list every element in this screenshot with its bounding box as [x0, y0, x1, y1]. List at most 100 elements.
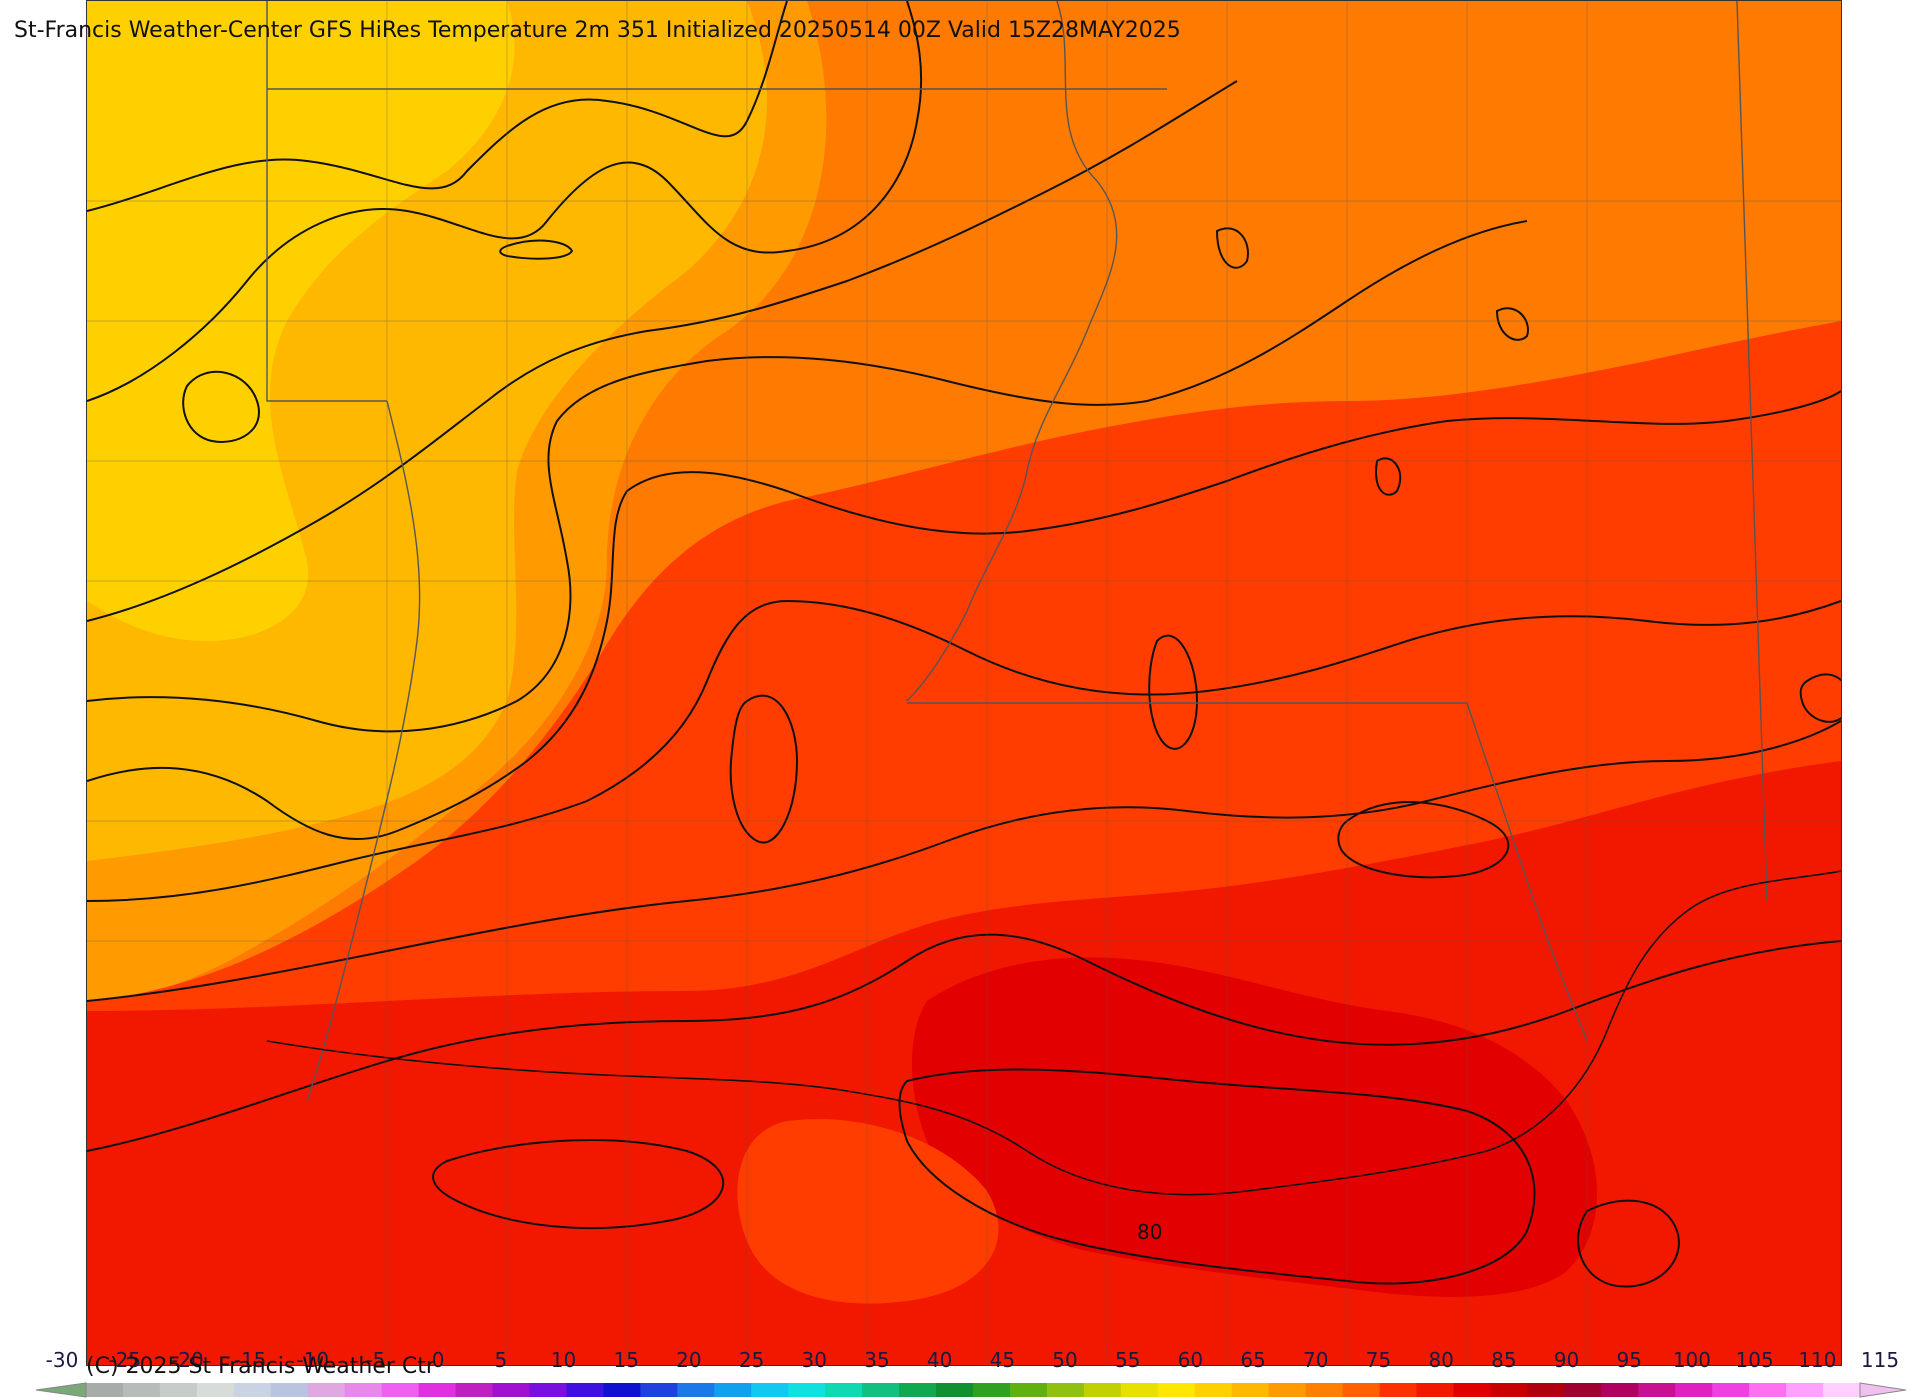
river-border [1466, 702, 1588, 1042]
isotherm-line [87, 599, 1841, 902]
isotherm-line [87, 390, 1841, 840]
colorbar-swatch [122, 1383, 161, 1397]
colorbar-swatch [1675, 1383, 1713, 1397]
colorbar-swatch [1453, 1383, 1491, 1397]
colorbar-swatch [603, 1383, 641, 1397]
colorbar-tick-label: 95 [1616, 1348, 1642, 1372]
colorbar-swatch [1083, 1383, 1122, 1397]
isotherm-line [729, 694, 799, 844]
colorbar-tick-label: -15 [233, 1348, 267, 1372]
colorbar-swatch [973, 1383, 1011, 1397]
colorbar-swatch [418, 1383, 457, 1397]
colorbar-swatch [1712, 1383, 1750, 1397]
colorbar-swatch [307, 1383, 346, 1397]
colorbar-tick-label: -20 [171, 1348, 204, 1372]
colorbar-swatch [344, 1383, 383, 1397]
colorbar-swatch [1823, 1383, 1861, 1397]
isotherm-line [87, 220, 1528, 733]
colorbar-tick-label: 60 [1177, 1348, 1204, 1372]
colorbar-swatch [825, 1383, 863, 1397]
river-border [906, 1, 1118, 702]
river-border [306, 400, 421, 1102]
temperature-map[interactable]: 80 [86, 0, 1842, 1366]
colorbar-swatch [1231, 1383, 1270, 1397]
state-border [1736, 1, 1768, 902]
county-grid [386, 1, 1588, 1365]
colorbar-swatch [492, 1383, 530, 1397]
colorbar-swatch [1379, 1383, 1417, 1397]
colorbar-swatch [640, 1383, 678, 1397]
colorbar-tick-label: 70 [1303, 1348, 1329, 1372]
colorbar-tick-label: 90 [1553, 1348, 1580, 1372]
colorbar-tick-label: 115 [1860, 1348, 1900, 1372]
colorbar-swatch [455, 1383, 494, 1397]
temperature-map-canvas: 80 [87, 1, 1841, 1365]
colorbar-tick-label: -5 [365, 1348, 386, 1372]
colorbar-tick-label: -30 [45, 1348, 79, 1372]
isotherm-line [87, 80, 1238, 622]
state-borders [266, 1, 1768, 1102]
contour-label-80: 80 [1137, 1220, 1162, 1244]
colorbar-swatch [1120, 1383, 1159, 1397]
colorbar-tick-label: 0 [431, 1348, 445, 1372]
colorbar-swatch [751, 1383, 789, 1397]
isotherm-line [1148, 634, 1199, 750]
colorbar-tick-label: 5 [494, 1348, 508, 1372]
colorbar-tick-label: 40 [926, 1348, 953, 1372]
colorbar-tick-label: 100 [1672, 1348, 1712, 1372]
isotherm-line [87, 933, 1841, 1152]
isotherm-contours [87, 1, 1841, 1288]
colorbar-tick-label: 15 [613, 1348, 639, 1372]
colorbar-tick-label: 75 [1365, 1348, 1392, 1372]
colorbar-tick-label: -10 [296, 1348, 330, 1372]
colorbar-swatch [1564, 1383, 1602, 1397]
colorbar-swatch [1638, 1383, 1676, 1397]
colorbar-swatch [1749, 1383, 1787, 1397]
isotherm-line [1495, 307, 1529, 341]
colorbar-swatch [196, 1383, 235, 1397]
isotherm-line [182, 370, 260, 443]
colorbar-tick-label: 30 [801, 1348, 827, 1372]
colorbar-swatch [788, 1383, 826, 1397]
colorbar-tick-label: 10 [550, 1348, 577, 1372]
isotherm-line [432, 1139, 725, 1230]
colorbar-swatch [1342, 1383, 1381, 1397]
colorbar-tick-label: 45 [989, 1348, 1016, 1372]
colorbar-tick-label: 20 [676, 1348, 702, 1372]
copyright-text: (C) 2025 St Francis Weather Ctr [86, 1354, 435, 1379]
colorbar-tick-label: 105 [1735, 1348, 1774, 1372]
colorbar-swatch [1527, 1383, 1565, 1397]
colorbar-labels: -30 -25 -20 -15 -10 -5 0 5 10 15 20 25 30 35 40 45 50 55 6… [0, 1348, 1920, 1378]
colorbar-swatch [1786, 1383, 1824, 1397]
colorbar-swatch [1601, 1383, 1639, 1397]
state-border [266, 1, 387, 402]
map-title: St-Francis Weather-Center GFS HiRes Temp… [14, 18, 1181, 43]
colorbar-tick-label: 35 [864, 1348, 890, 1372]
colorbar-swatch [566, 1383, 604, 1397]
colorbar-tick-label: 85 [1491, 1348, 1517, 1372]
colorbar-swatch [159, 1383, 198, 1397]
isotherm-line [898, 1068, 1536, 1285]
colorbar-swatch [1305, 1383, 1344, 1397]
colorbar-swatch [1046, 1383, 1085, 1397]
county-grid [87, 200, 1841, 942]
colorbar-swatch [899, 1383, 937, 1397]
colorbar-swatch [1490, 1383, 1528, 1397]
colorbar-tick-label: 50 [1052, 1348, 1078, 1372]
colorbar-swatch [86, 1383, 124, 1397]
colorbar-left-arrow [35, 1382, 87, 1398]
isotherm-line [87, 720, 1841, 1002]
isotherm-line [87, 1, 788, 212]
colorbar-swatch [714, 1383, 752, 1397]
gulf-coastline [266, 870, 1841, 1196]
temp-band-60 [87, 1, 515, 641]
colorbar-swatch [936, 1383, 974, 1397]
colorbar-tick-label: 55 [1114, 1348, 1141, 1372]
colorbar-swatch [1194, 1383, 1233, 1397]
colorbar-tick-label: 65 [1240, 1348, 1266, 1372]
colorbar-swatch [233, 1383, 272, 1397]
isotherm-line [499, 239, 574, 260]
isotherm-line [1337, 801, 1510, 879]
colorbar-swatch [862, 1383, 900, 1397]
county-borders [87, 1, 1841, 1365]
